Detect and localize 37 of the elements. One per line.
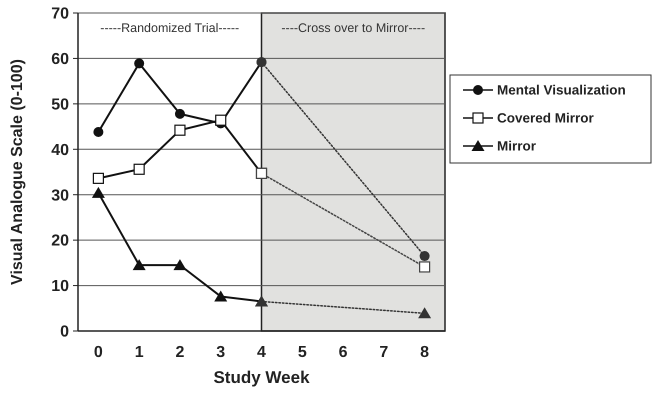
legend-label: Mental Visualization	[497, 82, 626, 98]
point	[173, 259, 186, 270]
point	[419, 261, 430, 273]
point	[214, 290, 228, 302]
x-tick-label: 3	[216, 344, 226, 361]
band-label: ----Cross over to Mirror----	[281, 21, 426, 35]
y-axis-title: Visual Analogue Scale (0-100)	[9, 59, 26, 285]
x-axis-title: Study Week	[213, 368, 310, 387]
x-tick-label: 6	[338, 344, 348, 361]
y-tick-label: 0	[60, 324, 70, 341]
y-tick-label: 60	[51, 51, 70, 68]
x-tick-label: 7	[379, 344, 388, 361]
x-tick-label: 2	[175, 344, 184, 361]
point	[174, 108, 185, 119]
x-tick-label: 5	[298, 344, 307, 361]
y-tick-label: 30	[51, 187, 70, 204]
x-tick-label: 1	[134, 344, 144, 361]
y-tick-label: 70	[51, 6, 70, 23]
point	[92, 186, 105, 198]
legend-label: Mirror	[497, 138, 537, 154]
y-tick-label: 40	[51, 142, 70, 159]
point	[92, 172, 104, 184]
point	[215, 114, 226, 126]
point	[420, 251, 430, 262]
point	[174, 124, 186, 136]
point	[134, 58, 144, 68]
y-tick-label: 20	[51, 232, 70, 250]
y-tick-label: 10	[51, 278, 70, 296]
annotation: -----Randomized Trial-----	[100, 21, 240, 35]
x-tick-label: 4	[257, 344, 266, 361]
x-tick-label: 8	[420, 344, 430, 361]
point	[134, 164, 145, 175]
point	[132, 259, 146, 270]
legend-label: Covered Mirror	[497, 110, 595, 126]
point	[93, 127, 104, 138]
x-tick-label: 0	[94, 344, 103, 361]
y-tick-label: 50	[51, 96, 70, 114]
